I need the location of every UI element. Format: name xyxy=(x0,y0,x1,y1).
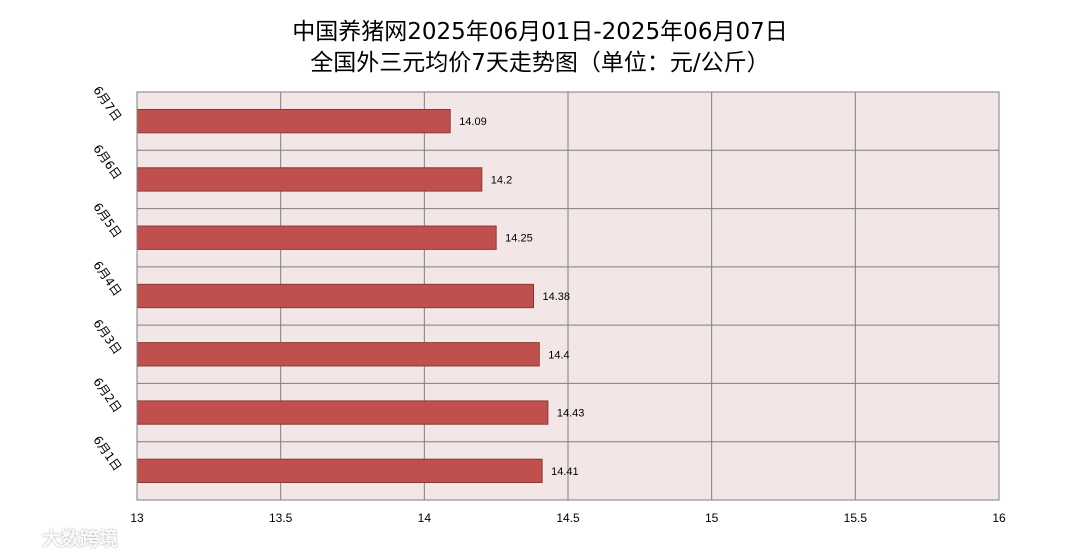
category-label: 6月6日 xyxy=(90,142,124,182)
bar xyxy=(136,108,451,134)
category-label: 6月1日 xyxy=(90,433,124,473)
data-label: 14.09 xyxy=(459,116,487,128)
watermark: 大数跨境 xyxy=(8,524,118,551)
data-label: 14.38 xyxy=(543,291,571,303)
bar xyxy=(136,225,497,250)
plot-border xyxy=(136,91,1000,501)
bar xyxy=(136,458,543,484)
data-label: 14.41 xyxy=(551,466,579,478)
category-label: 6月3日 xyxy=(90,317,124,357)
watermark-logo-icon xyxy=(8,529,36,546)
chart-subtitle: 全国外三元均价7天走势图（单位：元/公斤） xyxy=(310,50,770,76)
chart-title: 中国养猪网2025年06月01日-2025年06月07日 xyxy=(292,19,788,45)
x-tick-label: 13 xyxy=(130,511,144,525)
data-label: 14.25 xyxy=(505,233,533,245)
x-tick-label: 15.5 xyxy=(844,511,868,525)
bar xyxy=(136,400,549,425)
bar xyxy=(136,283,535,309)
category-label: 6月7日 xyxy=(90,84,124,124)
data-label: 14.2 xyxy=(491,174,512,186)
x-tick-label: 15 xyxy=(705,511,719,525)
category-label: 6月4日 xyxy=(90,258,124,298)
category-label: 6月2日 xyxy=(90,375,124,415)
data-label: 14.43 xyxy=(557,408,585,420)
x-tick-label: 13.5 xyxy=(269,511,293,525)
x-tick-label: 16 xyxy=(992,511,1006,525)
x-tick-label: 14 xyxy=(418,511,432,525)
x-tick-label: 14.5 xyxy=(556,511,580,525)
bar xyxy=(136,167,483,192)
watermark-text: 大数跨境 xyxy=(42,528,119,550)
category-label: 6月5日 xyxy=(90,200,124,240)
data-label: 14.4 xyxy=(548,349,569,361)
bar xyxy=(136,342,540,367)
